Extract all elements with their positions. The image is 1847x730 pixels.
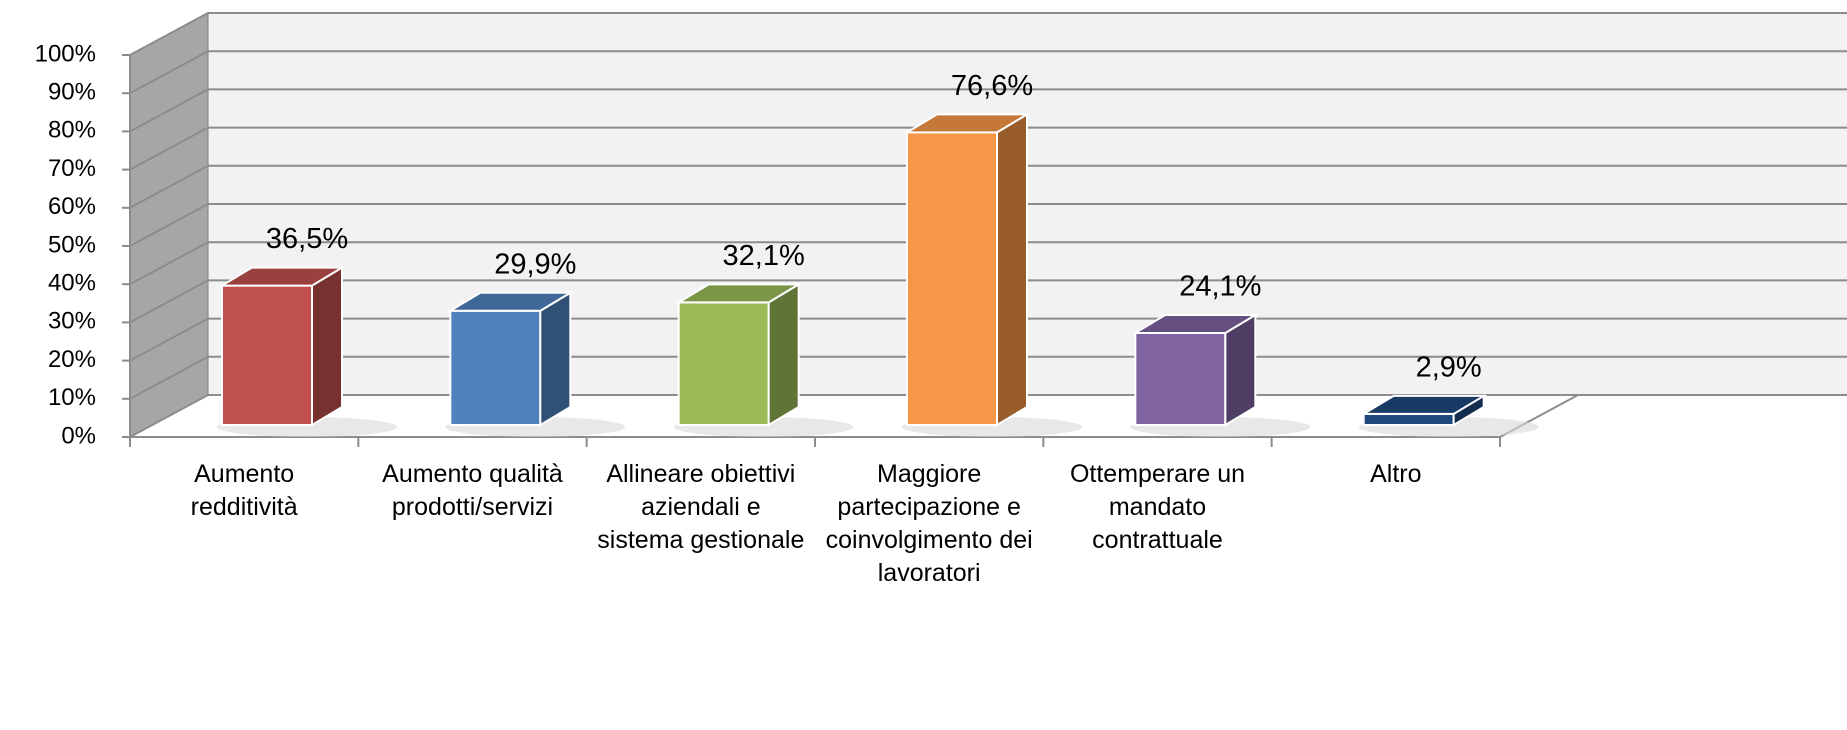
grid-line: [129, 355, 1847, 400]
bar-top: [1360, 394, 1488, 415]
grid-line: [129, 317, 1847, 362]
grid-line: [129, 164, 1847, 209]
bar: [906, 131, 998, 426]
bar-side: [539, 291, 572, 427]
grid-line: [129, 12, 1847, 56]
bar: [449, 309, 542, 427]
grid-line: [129, 394, 1847, 438]
value-label: 29,9%: [494, 248, 576, 280]
y-tick-label: 50%: [48, 231, 96, 258]
x-tick-label: Maggiore partecipazione e coinvolgimento…: [825, 460, 1033, 587]
y-tick-label: 70%: [48, 155, 96, 182]
bar-side: [767, 282, 800, 427]
x-tick-label: Allineare obiettivi aziendali e sistema …: [597, 460, 805, 554]
y-tick-label: 40%: [48, 270, 96, 297]
y-tick-label: 90%: [48, 79, 96, 106]
grid-line: [129, 241, 1847, 286]
bar: [1362, 412, 1455, 426]
x-tick-label: Ottemperare un mandato contrattuale: [1069, 460, 1246, 554]
y-tick-label: 20%: [48, 346, 96, 373]
bar: [677, 301, 770, 426]
value-label: 2,9%: [1416, 352, 1482, 384]
value-label: 32,1%: [723, 240, 805, 272]
grid-line: [129, 203, 1847, 247]
bar-side: [996, 112, 1028, 427]
x-tick-label: Aumento redditività: [190, 460, 298, 521]
value-label: 36,5%: [266, 223, 348, 255]
bar: [1134, 331, 1227, 426]
bar: [221, 284, 313, 426]
grid-line: [129, 126, 1847, 171]
bar-top: [675, 283, 803, 304]
x-tick-label: Altro: [1370, 460, 1422, 488]
bar-top: [903, 113, 1031, 134]
y-tick-label: 0%: [61, 422, 96, 449]
value-label: 24,1%: [1179, 271, 1261, 303]
bar-side: [311, 265, 343, 427]
bar-top: [446, 291, 574, 312]
y-tick-label: 60%: [48, 193, 96, 220]
grid-line: [129, 279, 1847, 324]
y-tick-label: 10%: [48, 384, 96, 411]
y-tick-label: 30%: [48, 308, 96, 335]
grid-line: [129, 50, 1847, 95]
y-tick-label: 80%: [48, 117, 96, 144]
value-label: 76,6%: [951, 70, 1033, 102]
grid-line: [129, 88, 1847, 133]
bar-side: [1224, 313, 1257, 427]
x-tick-label: Aumento qualità prodotti/servizi: [382, 460, 563, 521]
y-tick-label: 100%: [35, 40, 96, 67]
bar-top: [1131, 313, 1259, 334]
bar-top: [218, 266, 346, 287]
